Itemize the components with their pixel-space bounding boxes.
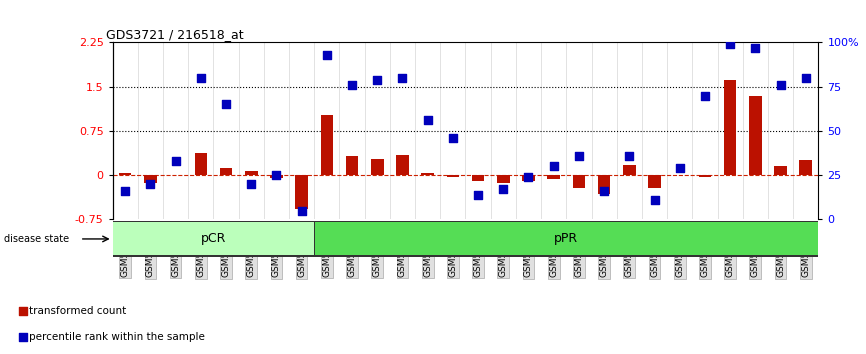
Point xyxy=(16,308,29,314)
Bar xyxy=(119,173,132,175)
Point xyxy=(269,172,283,178)
Point xyxy=(773,82,787,88)
Bar xyxy=(699,175,711,177)
Point xyxy=(294,208,308,213)
Text: pCR: pCR xyxy=(201,233,226,245)
Point xyxy=(16,334,29,340)
Point xyxy=(623,153,637,159)
Bar xyxy=(774,166,787,175)
Point xyxy=(648,197,662,203)
Bar xyxy=(547,175,560,179)
Bar xyxy=(144,175,157,183)
Bar xyxy=(346,156,359,175)
Bar xyxy=(497,175,509,183)
Text: transformed count: transformed count xyxy=(29,306,126,316)
Bar xyxy=(371,159,384,175)
Bar xyxy=(245,171,257,175)
Point xyxy=(748,45,762,51)
Bar xyxy=(749,96,762,175)
Text: pPR: pPR xyxy=(554,233,578,245)
Point xyxy=(119,188,132,194)
Point xyxy=(396,75,410,81)
Bar xyxy=(649,175,661,188)
Point xyxy=(798,75,812,81)
Point xyxy=(169,158,183,164)
Point xyxy=(471,192,485,198)
Point xyxy=(144,181,158,187)
Bar xyxy=(195,153,207,175)
Point xyxy=(346,82,359,88)
Bar xyxy=(422,173,434,175)
Point xyxy=(673,165,687,171)
Bar xyxy=(799,160,812,175)
Bar xyxy=(320,115,333,175)
Bar xyxy=(447,175,459,177)
Bar xyxy=(522,175,535,181)
Bar xyxy=(598,175,611,194)
Point xyxy=(194,75,208,81)
Point xyxy=(320,52,333,58)
Bar xyxy=(270,175,282,178)
Bar xyxy=(623,165,636,175)
Bar xyxy=(295,175,308,210)
Point xyxy=(521,174,535,180)
Point xyxy=(371,77,385,82)
Point xyxy=(723,41,737,47)
Point xyxy=(598,188,611,194)
Text: disease state: disease state xyxy=(4,234,69,244)
Point xyxy=(546,164,560,169)
Text: GDS3721 / 216518_at: GDS3721 / 216518_at xyxy=(106,28,243,41)
Bar xyxy=(314,222,819,255)
Bar xyxy=(472,175,484,181)
Bar xyxy=(572,175,585,188)
Point xyxy=(496,187,510,192)
Bar xyxy=(113,222,313,255)
Bar xyxy=(724,80,736,175)
Point xyxy=(421,118,435,123)
Point xyxy=(219,102,233,107)
Bar xyxy=(396,155,409,175)
Bar xyxy=(220,168,232,175)
Point xyxy=(446,135,460,141)
Point xyxy=(244,181,258,187)
Text: percentile rank within the sample: percentile rank within the sample xyxy=(29,332,205,342)
Point xyxy=(572,153,585,159)
Point xyxy=(698,93,712,98)
